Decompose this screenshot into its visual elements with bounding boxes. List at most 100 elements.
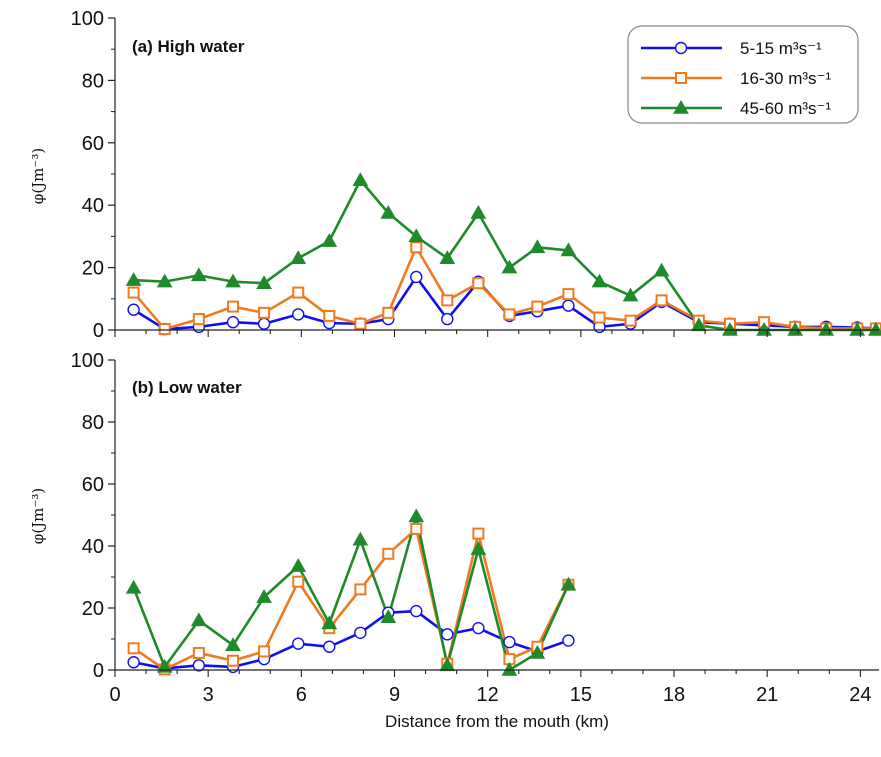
- data-point: [292, 575, 305, 588]
- data-point: [441, 294, 454, 307]
- legend-marker: [674, 41, 688, 55]
- data-point: [321, 615, 338, 630]
- data-point: [410, 270, 423, 284]
- y-tick-label: 20: [82, 598, 104, 620]
- data-point: [156, 658, 173, 673]
- data-point: [227, 654, 240, 667]
- data-point: [529, 239, 546, 254]
- data-point: [225, 273, 241, 288]
- x-tick-label: 6: [296, 684, 307, 706]
- data-point: [292, 637, 305, 650]
- data-point: [192, 659, 206, 672]
- x-tick-label: 24: [849, 684, 871, 706]
- data-point: [256, 589, 272, 603]
- data-point: [321, 233, 338, 247]
- legend-entry: 45-60 m³s⁻¹: [740, 99, 831, 118]
- data-point: [441, 312, 454, 326]
- data-point: [354, 626, 367, 639]
- data-point: [127, 656, 140, 669]
- data-point: [531, 300, 544, 313]
- data-point: [158, 323, 171, 336]
- data-point: [622, 287, 639, 302]
- data-point: [323, 640, 336, 653]
- data-point: [722, 321, 738, 336]
- legend-entry: 5-15 m³s⁻¹: [740, 39, 822, 58]
- data-point: [256, 275, 272, 289]
- x-tick-label: 15: [570, 684, 592, 706]
- legend: 5-15 m³s⁻¹ 16-30 m³s⁻¹ 45-60 m³s⁻¹: [627, 25, 859, 124]
- data-point: [352, 531, 369, 546]
- legend-entry: 16-30 m³s⁻¹: [740, 69, 831, 88]
- y-tick-label: 60: [82, 133, 104, 155]
- data-point: [439, 250, 456, 264]
- data-point: [192, 313, 205, 326]
- data-point: [352, 172, 369, 186]
- data-point: [323, 309, 336, 322]
- y-tick-label: 100: [71, 8, 104, 30]
- data-point: [868, 321, 881, 336]
- x-tick-label: 0: [109, 684, 120, 706]
- data-point: [290, 250, 307, 264]
- data-point: [257, 317, 271, 330]
- data-point: [290, 558, 307, 572]
- x-tick-label: 12: [477, 684, 499, 706]
- data-point: [225, 637, 241, 651]
- data-point: [382, 306, 395, 319]
- panel-a-y-axis-label: φ(Jm⁻³): [29, 148, 47, 204]
- panel-a-title: (a) High water: [132, 37, 245, 56]
- panel-low-water: 0 20 40 60 80 100 0 3 6 9 12 15 18 21 24 (b) Low water…: [29, 350, 879, 706]
- y-tick-label: 40: [82, 195, 104, 217]
- data-point: [472, 527, 485, 540]
- data-point: [560, 576, 577, 591]
- data-point: [470, 204, 487, 219]
- data-point: [408, 228, 425, 243]
- data-point: [472, 621, 485, 635]
- data-point: [127, 286, 140, 299]
- panel-high-water: 0 20 40 60 80 100 (a) High water φ(Jm⁻³): [29, 8, 881, 342]
- data-point: [503, 308, 516, 321]
- y-tick-label: 60: [82, 474, 104, 496]
- data-point: [380, 204, 397, 219]
- panel-b-title: (b) Low water: [132, 378, 242, 397]
- data-point: [624, 314, 637, 327]
- data-point: [593, 311, 606, 324]
- data-point: [655, 294, 668, 307]
- data-point: [501, 259, 518, 274]
- data-point: [501, 661, 518, 676]
- data-point: [292, 308, 305, 321]
- data-point: [227, 300, 240, 313]
- data-point: [354, 583, 367, 596]
- data-point: [410, 241, 423, 254]
- x-axis-label: Distance from the mouth (km): [385, 712, 609, 731]
- data-point: [226, 316, 240, 329]
- y-tick-label: 80: [82, 412, 104, 434]
- y-tick-label: 40: [82, 536, 104, 558]
- y-tick-label: 0: [93, 320, 104, 342]
- data-point: [127, 303, 140, 316]
- data-point: [560, 242, 577, 257]
- data-point: [529, 644, 546, 659]
- data-point: [562, 288, 575, 301]
- data-point: [472, 277, 485, 290]
- x-tick-label: 3: [203, 684, 214, 706]
- x-tick-label: 21: [756, 684, 778, 706]
- panel-b-y-axis-label: φ(Jm⁻³): [29, 488, 47, 544]
- data-point: [190, 612, 207, 627]
- legend-marker: [675, 72, 687, 84]
- series-line-3: [133, 178, 876, 332]
- data-point: [354, 317, 367, 330]
- data-point: [470, 541, 487, 555]
- data-point: [441, 628, 454, 641]
- y-tick-label: 100: [71, 350, 104, 372]
- data-point: [591, 273, 608, 288]
- legend-marker: [673, 99, 689, 114]
- data-point: [258, 306, 271, 319]
- data-point: [410, 604, 423, 618]
- data-point: [156, 273, 173, 288]
- y-tick-label: 80: [82, 70, 104, 92]
- data-point: [125, 579, 142, 594]
- data-point: [410, 522, 423, 535]
- x-tick-label: 9: [389, 684, 400, 706]
- data-point: [192, 646, 205, 659]
